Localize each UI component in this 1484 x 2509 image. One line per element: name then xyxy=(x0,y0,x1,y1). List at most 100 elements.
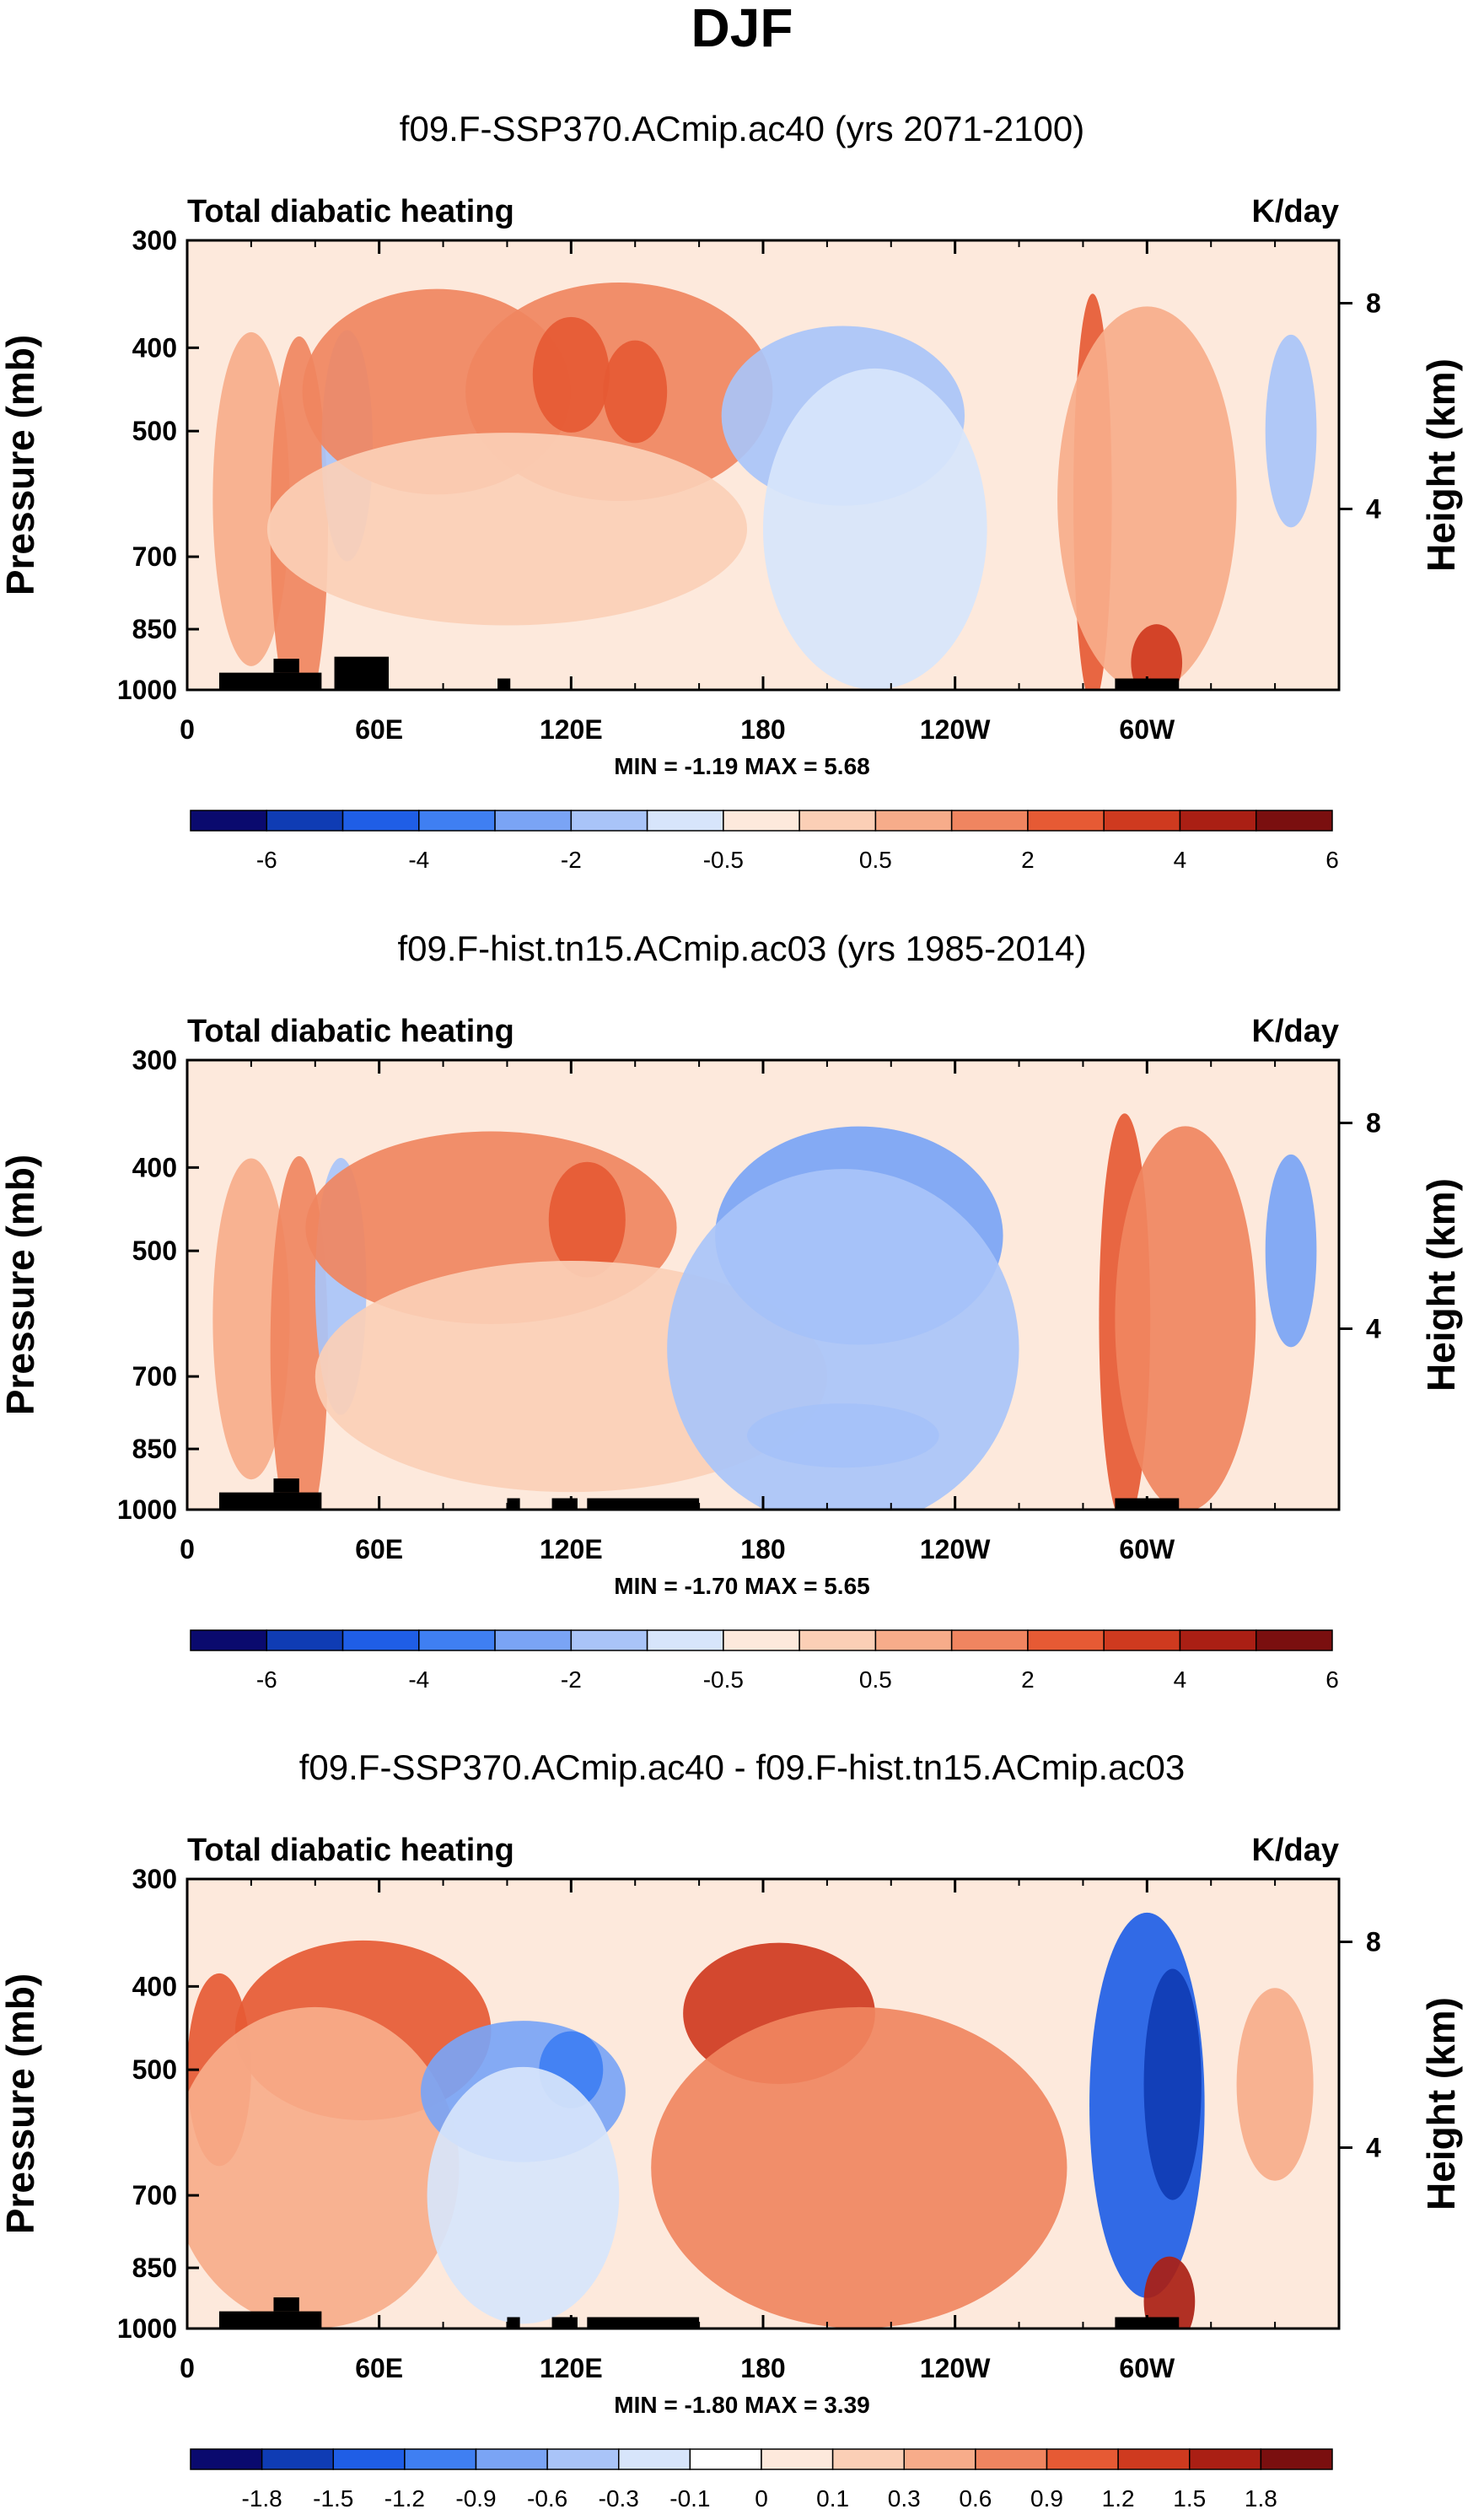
colorbar-swatch xyxy=(570,810,648,832)
min-max-stats: MIN = -1.70 MAX = 5.65 xyxy=(614,1573,869,1599)
colorbar-label: -0.3 xyxy=(599,2485,639,2509)
colorbar-swatch xyxy=(190,2448,263,2470)
x-tick-label: 60W xyxy=(1119,1534,1175,1564)
y2-axis-label: Height (km) xyxy=(1419,358,1463,572)
y-tick-label: 500 xyxy=(132,2054,177,2085)
y-tick-label: 400 xyxy=(132,1971,177,2001)
right-label: K/day xyxy=(1252,194,1339,229)
heat-region xyxy=(1236,1988,1314,2181)
heat-region xyxy=(427,2066,620,2324)
colorbar-swatch xyxy=(1046,2448,1119,2470)
heat-region xyxy=(212,1158,290,1480)
y2-tick-label: 4 xyxy=(1366,1314,1381,1344)
colorbar-swatch xyxy=(1103,1629,1181,1651)
topography-mask xyxy=(218,2311,322,2329)
x-tick-label: 0 xyxy=(180,2353,195,2383)
topography-mask xyxy=(273,2297,299,2312)
colorbar-swatch xyxy=(975,2448,1048,2470)
colorbar-swatch xyxy=(798,1629,877,1651)
y-axis-label: Pressure (mb) xyxy=(0,1973,42,2234)
x-tick-label: 120W xyxy=(920,714,991,745)
colorbar-label: -6 xyxy=(256,1666,277,1693)
colorbar-swatch xyxy=(341,1629,420,1651)
panel-title: f09.F-SSP370.ACmip.ac40 - f09.F-hist.tn1… xyxy=(299,1747,1185,1787)
heat-region xyxy=(266,433,748,626)
colorbar-label: 6 xyxy=(1325,847,1339,873)
colorbar-swatch xyxy=(494,1629,573,1651)
colorbar-label: 1.5 xyxy=(1173,2485,1206,2509)
heat-region xyxy=(1115,1126,1256,1510)
colorbar-label: 2 xyxy=(1021,1666,1035,1693)
y-tick-label: 700 xyxy=(132,2180,177,2210)
y-tick-label: 850 xyxy=(132,2253,177,2283)
colorbar-swatch xyxy=(689,2448,762,2470)
colorbar-swatch xyxy=(723,1629,800,1651)
y-tick-label: 300 xyxy=(132,1864,177,1894)
colorbar-swatch xyxy=(1255,1629,1333,1651)
colorbar-label: 0.3 xyxy=(888,2485,921,2509)
y-tick-label: 850 xyxy=(132,1434,177,1464)
heat-region xyxy=(1265,1154,1317,1348)
colorbar-swatch xyxy=(494,810,573,832)
topography-mask xyxy=(218,672,322,690)
colorbar-label: -1.8 xyxy=(242,2485,282,2509)
colorbar-label: -2 xyxy=(561,1666,582,1693)
heat-region xyxy=(1057,306,1237,690)
colorbar-swatch xyxy=(1189,2448,1262,2470)
colorbar-label: -0.6 xyxy=(527,2485,567,2509)
colorbar-label: 4 xyxy=(1174,847,1187,873)
colorbar-swatch xyxy=(266,1629,344,1651)
x-tick-label: 180 xyxy=(740,1534,785,1564)
colorbar-label: 0 xyxy=(755,2485,768,2509)
colorbar-swatch xyxy=(261,2448,334,2470)
y-tick-label: 700 xyxy=(132,541,177,572)
x-tick-label: 60W xyxy=(1119,714,1175,745)
colorbar-label: -4 xyxy=(408,1666,429,1693)
y2-tick-label: 4 xyxy=(1366,494,1381,525)
y-axis-label: Pressure (mb) xyxy=(0,1155,42,1415)
x-tick-label: 120E xyxy=(540,2353,603,2383)
colorbar-swatch xyxy=(874,810,953,832)
min-max-stats: MIN = -1.80 MAX = 3.39 xyxy=(614,2392,869,2418)
chart-panel: f09.F-SSP370.ACmip.ac40 (yrs 2071-2100) T… xyxy=(0,109,1463,873)
topography-mask xyxy=(273,1478,299,1493)
topography-mask xyxy=(507,1498,520,1510)
heat-region xyxy=(603,340,668,444)
right-label: K/day xyxy=(1252,1014,1339,1049)
colorbar-swatch xyxy=(1179,810,1257,832)
topography-mask xyxy=(551,2317,578,2329)
colorbar-label: 0.5 xyxy=(859,1666,892,1693)
colorbar-label: -4 xyxy=(408,847,429,873)
colorbar-swatch xyxy=(190,810,268,832)
colorbar-label: 1.8 xyxy=(1245,2485,1277,2509)
x-tick-label: 60E xyxy=(355,714,403,745)
colorbar-swatch xyxy=(266,810,344,832)
colorbar-swatch xyxy=(332,2448,406,2470)
right-label: K/day xyxy=(1252,1833,1339,1868)
min-max-stats: MIN = -1.19 MAX = 5.68 xyxy=(614,753,869,779)
colorbar-swatch xyxy=(903,2448,976,2470)
x-tick-label: 60E xyxy=(355,2353,403,2383)
colorbar-swatch xyxy=(646,1629,724,1651)
y2-tick-label: 8 xyxy=(1366,1108,1381,1139)
y-tick-label: 300 xyxy=(132,225,177,256)
x-tick-label: 0 xyxy=(180,714,195,745)
colorbar-swatch xyxy=(1179,1629,1257,1651)
y-tick-label: 400 xyxy=(132,332,177,363)
panel-title: f09.F-hist.tn15.ACmip.ac03 (yrs 1985-201… xyxy=(397,929,1086,968)
panel-title: f09.F-SSP370.ACmip.ac40 (yrs 2071-2100) xyxy=(400,109,1084,148)
colorbar-swatch xyxy=(950,1629,1029,1651)
chart-panel: f09.F-SSP370.ACmip.ac40 - f09.F-hist.tn1… xyxy=(0,1747,1463,2509)
colorbar-label: 6 xyxy=(1325,1666,1339,1693)
colorbar-label: 4 xyxy=(1174,1666,1187,1693)
colorbar-swatch xyxy=(831,2448,905,2470)
x-tick-label: 180 xyxy=(740,714,785,745)
colorbar-label: -2 xyxy=(561,847,582,873)
colorbar-swatch xyxy=(190,1629,268,1651)
colorbar-swatch xyxy=(1027,1629,1105,1651)
colorbar-label: -1.2 xyxy=(384,2485,425,2509)
heat-region xyxy=(1131,624,1183,690)
heat-region xyxy=(763,368,987,690)
colorbar-swatch xyxy=(341,810,420,832)
left-label: Total diabatic heating xyxy=(187,194,514,229)
